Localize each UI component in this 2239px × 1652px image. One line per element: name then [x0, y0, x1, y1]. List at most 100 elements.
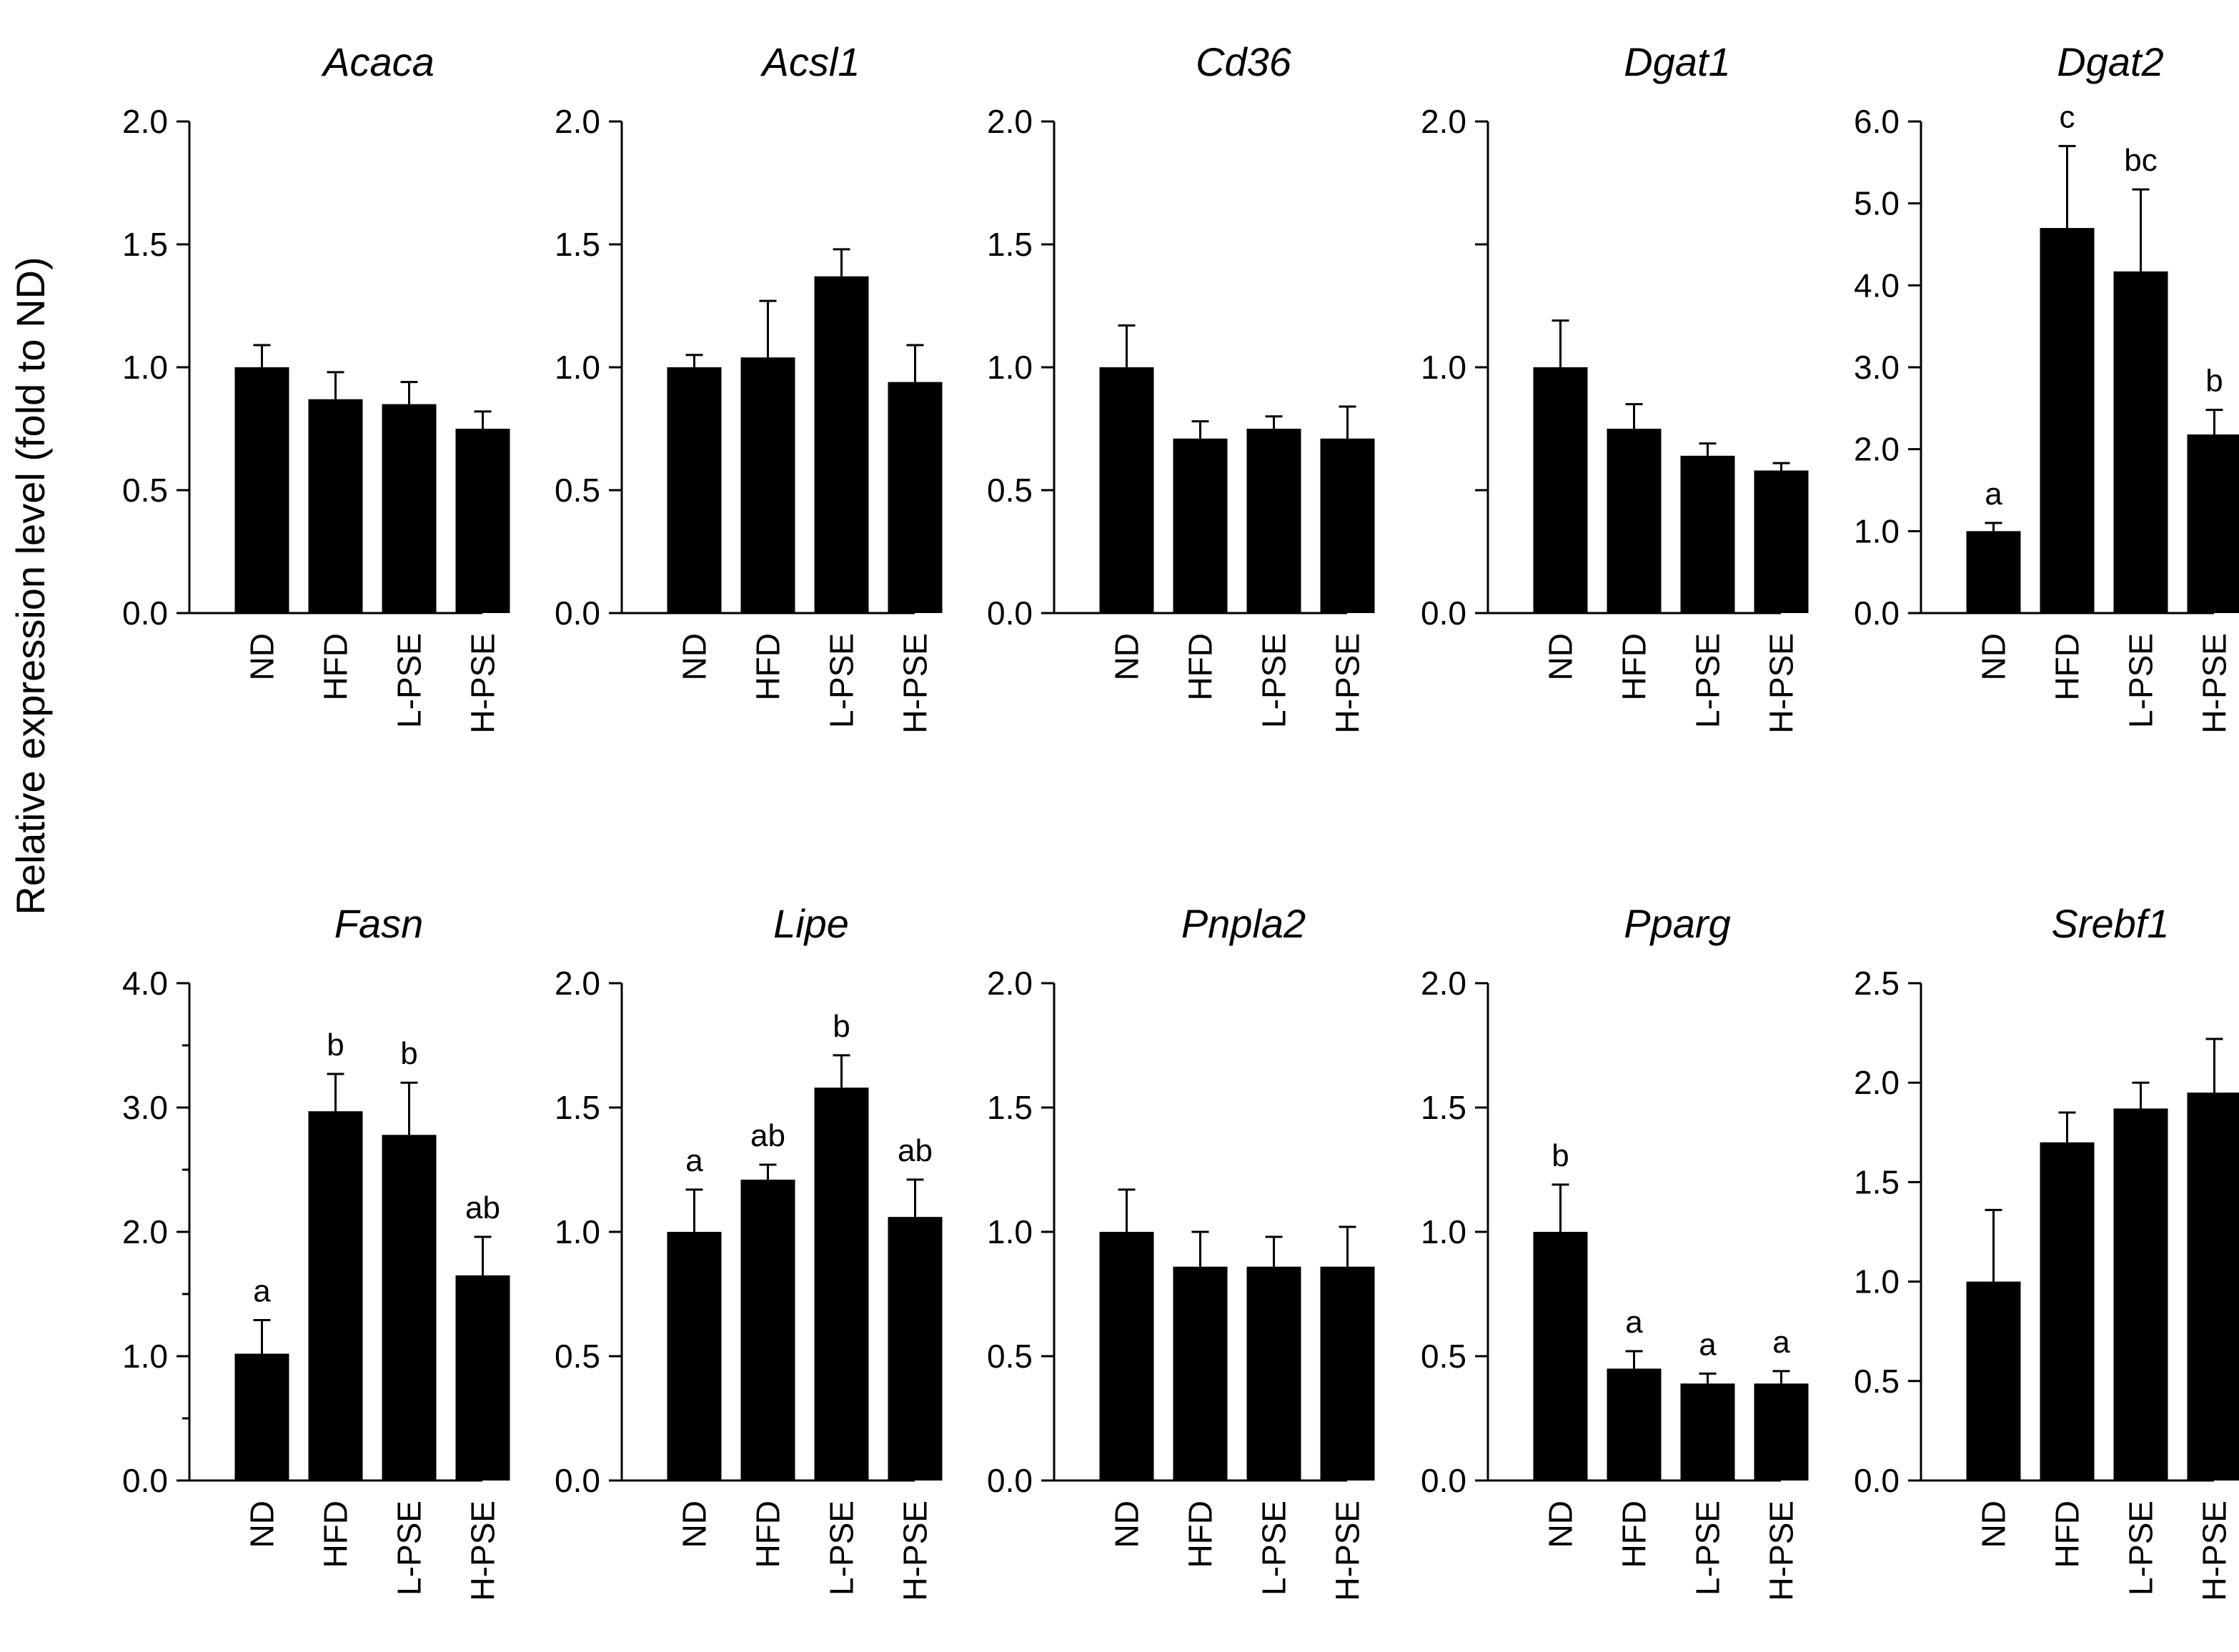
- y-tick-label: 1.5: [1421, 1089, 1466, 1126]
- y-axis-label: Relative expression level (fold to ND): [8, 257, 53, 915]
- x-tick-label: ND: [676, 633, 713, 680]
- panel-title: Acsl1: [760, 39, 860, 84]
- y-tick-label: 2.0: [122, 103, 168, 140]
- y-tick-label: 0.5: [555, 472, 600, 509]
- x-tick-label: L-PSE: [391, 1501, 428, 1596]
- bar-nd: [667, 1232, 722, 1481]
- y-tick-label: 2.0: [555, 965, 600, 1002]
- bar-h-pse: [888, 1217, 943, 1481]
- x-tick-label: ND: [244, 1501, 281, 1548]
- bar-nd: [1533, 1232, 1588, 1481]
- y-tick-label: 2.0: [555, 103, 600, 140]
- y-tick-label: 0.0: [1421, 1462, 1466, 1499]
- significance-label: b: [1552, 1138, 1569, 1173]
- significance-label: ab: [750, 1118, 785, 1153]
- x-tick-label: ND: [1975, 1501, 2012, 1548]
- x-tick-label: ND: [1108, 633, 1146, 680]
- y-tick-label: 2.0: [1421, 965, 1466, 1002]
- x-tick-label: L-PSE: [823, 633, 860, 728]
- y-tick-label: 0.0: [987, 1462, 1033, 1499]
- significance-label: a: [685, 1143, 703, 1178]
- bar-hfd: [1607, 1368, 1662, 1481]
- bar-nd: [1099, 367, 1154, 613]
- x-tick-label: ND: [244, 633, 281, 680]
- x-tick-label: H-PSE: [897, 633, 934, 734]
- panel-title: Cd36: [1196, 39, 1292, 84]
- bar-h-pse: [2187, 1093, 2239, 1481]
- y-tick-label: 3.0: [1854, 349, 1900, 386]
- significance-label: a: [253, 1274, 271, 1309]
- bar-hfd: [308, 1111, 363, 1481]
- panel-title: Dgat2: [2057, 39, 2163, 84]
- significance-label: a: [1985, 477, 2002, 512]
- bar-hfd: [1173, 438, 1228, 613]
- bar-l-pse: [382, 404, 437, 613]
- y-tick-label: 1.5: [987, 226, 1033, 263]
- y-tick-label: 0.5: [1421, 1338, 1466, 1375]
- x-tick-label: H-PSE: [2196, 1501, 2233, 1601]
- bar-l-pse: [2113, 1108, 2168, 1481]
- y-tick-label: 6.0: [1854, 103, 1900, 140]
- significance-label: b: [327, 1027, 344, 1063]
- bar-l-pse: [1246, 429, 1301, 613]
- x-tick-label: H-PSE: [1763, 633, 1800, 734]
- bar-hfd: [1607, 429, 1662, 613]
- x-tick-label: HFD: [750, 633, 787, 701]
- y-tick-label: 0.0: [122, 1462, 168, 1499]
- y-tick-label: 0.0: [1854, 594, 1900, 632]
- y-tick-label: 2.0: [1854, 431, 1900, 468]
- y-tick-label: 2.0: [987, 965, 1033, 1002]
- x-tick-label: L-PSE: [2123, 1501, 2160, 1596]
- y-tick-label: 1.0: [1854, 1263, 1900, 1300]
- x-tick-label: HFD: [1616, 633, 1653, 701]
- y-tick-label: 0.0: [1854, 1462, 1900, 1499]
- bar-nd: [1966, 531, 2021, 613]
- bar-l-pse: [814, 1088, 869, 1481]
- x-tick-label: H-PSE: [465, 1501, 502, 1601]
- y-tick-label: 1.5: [987, 1089, 1033, 1126]
- bar-hfd: [308, 399, 363, 613]
- panel-title: Dgat1: [1624, 39, 1730, 84]
- bar-hfd: [2040, 228, 2095, 614]
- panel-dgat1: Dgat1 0.0 1.0 2.0 ND HFD L-PSE H-PSE: [1421, 39, 1809, 734]
- panel-title: Acaca: [321, 39, 435, 84]
- x-tick-label: L-PSE: [1256, 633, 1293, 728]
- panels: Acaca 0.0 0.5 1.0 1.5 2.0 ND HFD L-PSE H-PSE Acsl1…: [122, 39, 2239, 1601]
- bar-h-pse: [1754, 470, 1809, 613]
- panel-acsl1: Acsl1 0.0 0.5 1.0 1.5 2.0 ND HFD L-PSE H-PSE: [555, 39, 943, 734]
- significance-label: b: [2205, 364, 2223, 399]
- x-tick-label: L-PSE: [2123, 633, 2160, 728]
- significance-label: ab: [465, 1190, 500, 1225]
- x-tick-label: H-PSE: [2196, 633, 2233, 734]
- y-tick-label: 1.0: [122, 1338, 168, 1375]
- panel-title: Srebf1: [2052, 901, 2170, 946]
- x-tick-label: HFD: [1182, 1501, 1219, 1568]
- x-tick-label: ND: [1108, 1501, 1146, 1548]
- panel-fasn: Fasn 0.0 1.0 2.0 3.0 4.0 a ND b HFD b L-PSE ab H-PSE: [122, 901, 510, 1601]
- panel-srebf1: Srebf1 0.0 0.5 1.0 1.5 2.0 2.5 ND HFD L-PSE H-PSE: [1854, 901, 2239, 1601]
- panel-title: Fasn: [334, 901, 424, 946]
- y-tick-label: 2.0: [1421, 103, 1466, 140]
- x-tick-label: L-PSE: [823, 1501, 860, 1596]
- x-tick-label: HFD: [317, 633, 354, 701]
- y-tick-label: 0.5: [122, 472, 168, 509]
- bar-nd: [234, 367, 289, 613]
- y-tick-label: 0.0: [555, 1462, 600, 1499]
- significance-label: a: [1625, 1305, 1643, 1340]
- y-tick-label: 1.0: [987, 1213, 1033, 1250]
- y-tick-label: 0.0: [122, 594, 168, 632]
- bar-l-pse: [382, 1135, 437, 1481]
- panel-pnpla2: Pnpla2 0.0 0.5 1.0 1.5 2.0 ND HFD L-PSE H-PSE: [987, 901, 1375, 1601]
- significance-label: b: [400, 1036, 417, 1071]
- x-tick-label: L-PSE: [1689, 633, 1727, 728]
- bar-hfd: [740, 357, 795, 613]
- y-tick-label: 1.0: [1421, 1213, 1466, 1250]
- panel-dgat2: Dgat2 0.0 1.0 2.0 3.0 4.0 5.0 6.0 a ND c HFD bc L-PSE…: [1854, 39, 2239, 734]
- bar-nd: [667, 367, 722, 613]
- y-tick-label: 0.0: [1421, 594, 1466, 632]
- bar-h-pse: [1320, 438, 1375, 613]
- panel-cd36: Cd36 0.0 0.5 1.0 1.5 2.0 ND HFD L-PSE H-PSE: [987, 39, 1375, 734]
- bar-nd: [1533, 367, 1588, 613]
- panel-title: Lipe: [773, 901, 849, 946]
- y-tick-label: 1.5: [122, 226, 168, 263]
